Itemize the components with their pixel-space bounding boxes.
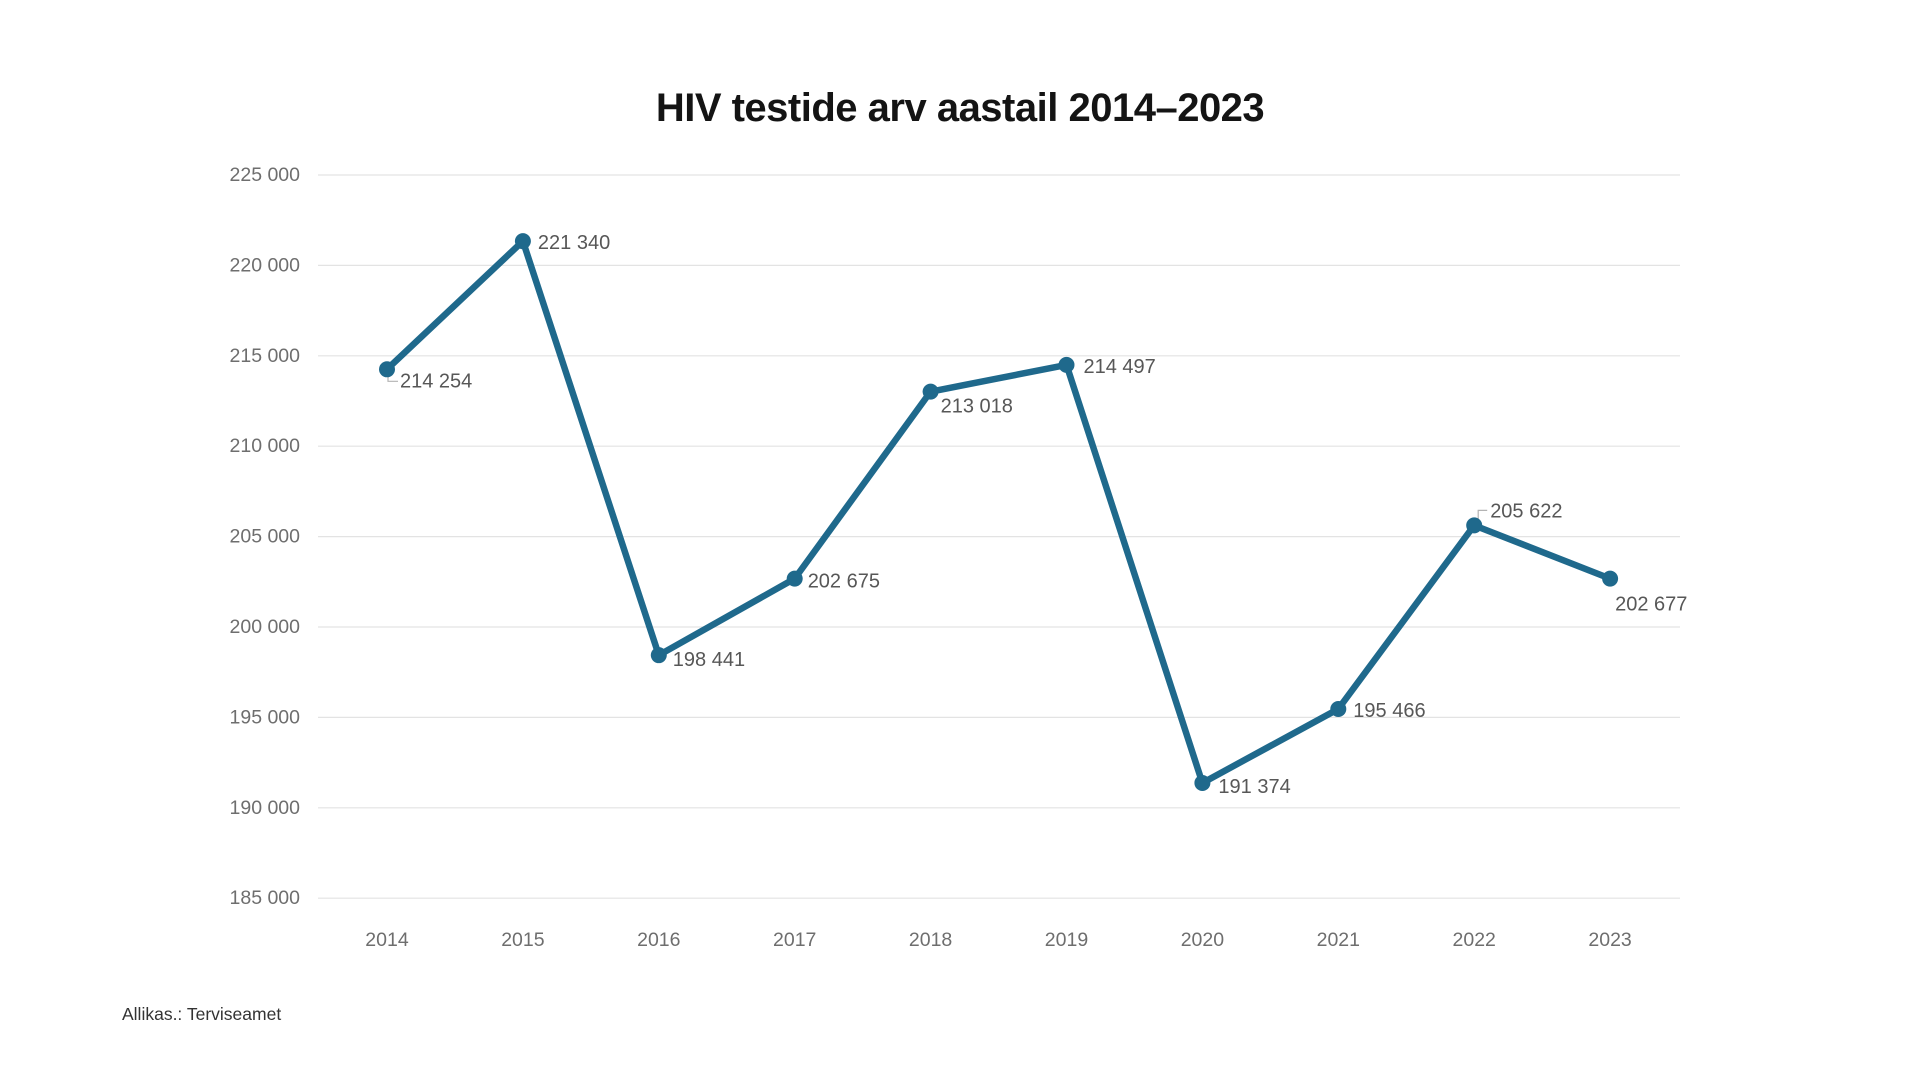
data-point-label: 221 340 [538, 232, 610, 254]
y-axis-tick-label: 210 000 [230, 435, 301, 457]
data-point [1330, 700, 1347, 717]
y-axis-tick-label: 215 000 [230, 345, 301, 367]
data-point [514, 233, 531, 250]
y-axis-tick-label: 195 000 [230, 706, 301, 728]
x-axis-tick-label: 2014 [365, 929, 409, 951]
data-point [922, 383, 939, 400]
data-point [1058, 356, 1075, 373]
data-point-label: 214 254 [400, 370, 472, 392]
data-point [786, 570, 803, 587]
data-point-label: 191 374 [1218, 776, 1290, 798]
source-caption: Allikas.: Terviseamet [122, 1004, 282, 1024]
x-axis-tick-label: 2018 [909, 929, 952, 951]
y-axis-tick-label: 225 000 [230, 164, 301, 186]
data-point-label: 202 675 [808, 571, 880, 593]
data-point-label: 205 622 [1490, 500, 1562, 522]
y-axis-tick-label: 205 000 [230, 526, 301, 548]
data-point-label: 214 497 [1084, 356, 1156, 378]
x-axis-tick-label: 2020 [1181, 929, 1225, 951]
y-axis-tick-label: 200 000 [230, 616, 301, 638]
x-axis-tick-label: 2016 [637, 929, 680, 951]
data-point [1602, 570, 1619, 587]
data-point-label: 202 677 [1615, 594, 1687, 616]
data-point [1466, 517, 1483, 534]
y-axis-tick-label: 190 000 [230, 797, 301, 819]
x-axis-tick-label: 2019 [1045, 929, 1088, 951]
data-point-label: 198 441 [673, 649, 745, 671]
x-axis-tick-label: 2022 [1453, 929, 1496, 951]
y-axis-tick-label: 220 000 [230, 254, 301, 276]
x-axis-tick-label: 2021 [1317, 929, 1360, 951]
data-point-label: 213 018 [941, 396, 1013, 418]
x-axis-tick-label: 2015 [501, 929, 545, 951]
data-point [379, 361, 395, 378]
data-point [650, 647, 667, 664]
data-line [383, 237, 1614, 787]
y-axis-tick-label: 185 000 [230, 887, 301, 909]
x-axis-tick-label: 2023 [1588, 929, 1631, 951]
chart-title: HIV testide arv aastail 2014–2023 [655, 86, 1265, 130]
data-point [1194, 774, 1211, 791]
data-point-label: 195 466 [1353, 700, 1425, 722]
label-leader-line [1477, 509, 1488, 522]
x-axis-tick-label: 2017 [773, 929, 816, 951]
